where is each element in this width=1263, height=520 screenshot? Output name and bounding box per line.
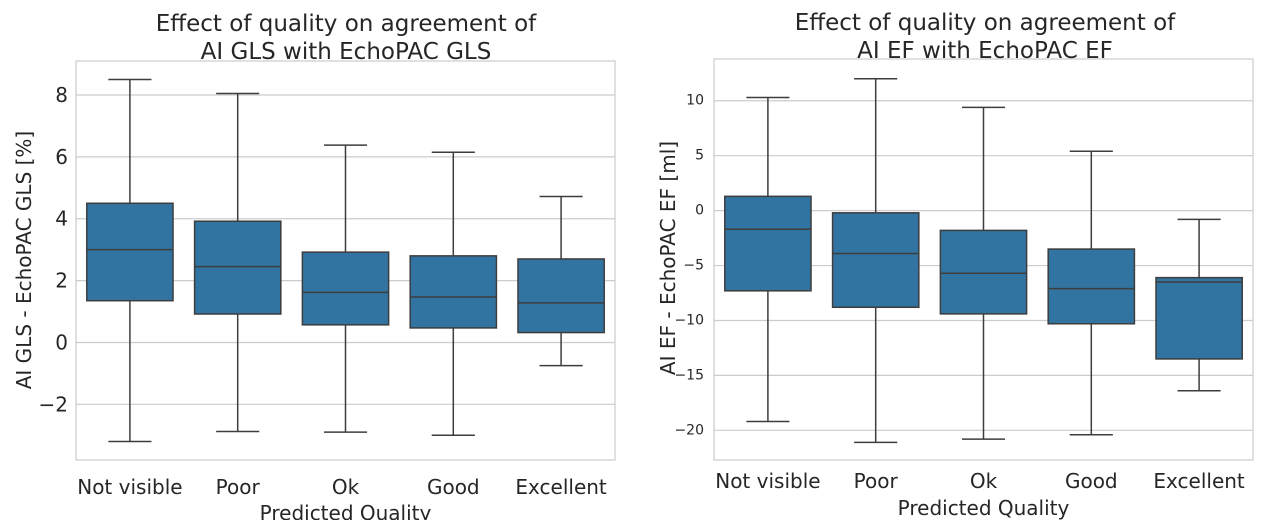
gls-y-tick-labels: −2 0 2 4 6 8 — [39, 83, 68, 416]
iqr-box — [1047, 248, 1136, 325]
ef-boxes — [724, 78, 1243, 444]
gls-x-tick-label: Poor — [216, 475, 261, 499]
ef-y-axis-label: AI EF - EchoPAC EF [ml] — [656, 141, 680, 375]
ef-x-tick-label: Good — [1065, 469, 1118, 493]
gls-x-axis-label: Predicted Quality — [260, 501, 432, 520]
gls-y-axis-label: AI GLS - EchoPAC GLS [%] — [12, 131, 36, 390]
ef-x-tick-label: Poor — [854, 469, 899, 493]
gls-y-tick-label: 0 — [55, 330, 68, 354]
ef-title-line-1: Effect of quality on agreement of — [795, 10, 1176, 36]
gls-title-line-1: Effect of quality on agreement of — [156, 11, 537, 37]
ef-box-ok — [939, 106, 1028, 440]
gls-box-poor — [193, 92, 282, 433]
ef-y-tick-label: −10 — [674, 312, 704, 328]
gls-plot-frame — [75, 60, 616, 461]
ef-x-tick-label: Ok — [970, 469, 998, 493]
ef-x-tick-label: Excellent — [1153, 469, 1245, 493]
iqr-box — [409, 255, 498, 329]
ef-box-good — [1047, 150, 1136, 436]
gls-box-excellent — [517, 195, 605, 367]
ef-box-not-visible — [724, 96, 812, 423]
ef-plot-frame — [713, 58, 1254, 461]
ef-y-tick-label: −20 — [674, 422, 704, 438]
ef-y-tick-label: 5 — [695, 148, 704, 164]
iqr-box — [831, 212, 920, 309]
ef-y-tick-label: −15 — [674, 367, 704, 383]
iqr-box — [517, 258, 605, 334]
gls-y-tick-label: 4 — [55, 207, 68, 231]
gls-box-ok — [301, 144, 390, 433]
gls-y-tick-label: 6 — [55, 145, 68, 169]
gls-x-tick-label: Ok — [332, 475, 360, 499]
gls-x-tick-label: Not visible — [77, 475, 182, 499]
gls-title-line-2: AI GLS with EchoPAC GLS — [201, 39, 492, 65]
ef-y-tick-labels: −20 −15 −10 −5 0 5 10 — [674, 93, 704, 439]
gls-y-tick-label: 8 — [55, 83, 68, 107]
gls-x-tick-label: Excellent — [515, 475, 607, 499]
ef-box-poor — [831, 78, 920, 444]
ef-x-tick-label: Not visible — [715, 469, 820, 493]
iqr-box — [301, 251, 390, 326]
gls-x-tick-label: Good — [427, 475, 480, 499]
ef-y-tick-label: 10 — [686, 93, 704, 109]
gls-y-tick-label: −2 — [39, 392, 68, 416]
ef-y-tick-label: −5 — [683, 258, 704, 274]
ef-box-excellent — [1155, 218, 1243, 392]
iqr-box — [939, 229, 1028, 315]
gls-x-tick-labels: Not visible Poor Ok Good Excellent — [77, 475, 607, 499]
iqr-box — [193, 220, 282, 315]
iqr-box — [1155, 276, 1243, 360]
ef-x-tick-labels: Not visible Poor Ok Good Excellent — [715, 469, 1245, 493]
ef-y-tick-label: 0 — [695, 203, 704, 219]
ef-boxplot-panel: −20 −15 −10 −5 0 5 10 Not visible Poor Ok Good Exc… — [656, 10, 1254, 520]
ef-x-axis-label: Predicted Quality — [898, 496, 1070, 520]
gls-box-good — [409, 151, 498, 437]
gls-box-not-visible — [86, 78, 174, 443]
iqr-box — [86, 202, 174, 302]
ef-title-line-2: AI EF with EchoPAC EF — [857, 38, 1113, 64]
gls-boxplot-panel: −2 0 2 4 6 8 Not visible Poor Ok Good Excellent E… — [12, 11, 616, 520]
iqr-box — [724, 195, 812, 292]
gls-y-tick-label: 2 — [55, 269, 68, 293]
gls-boxes — [86, 78, 605, 443]
